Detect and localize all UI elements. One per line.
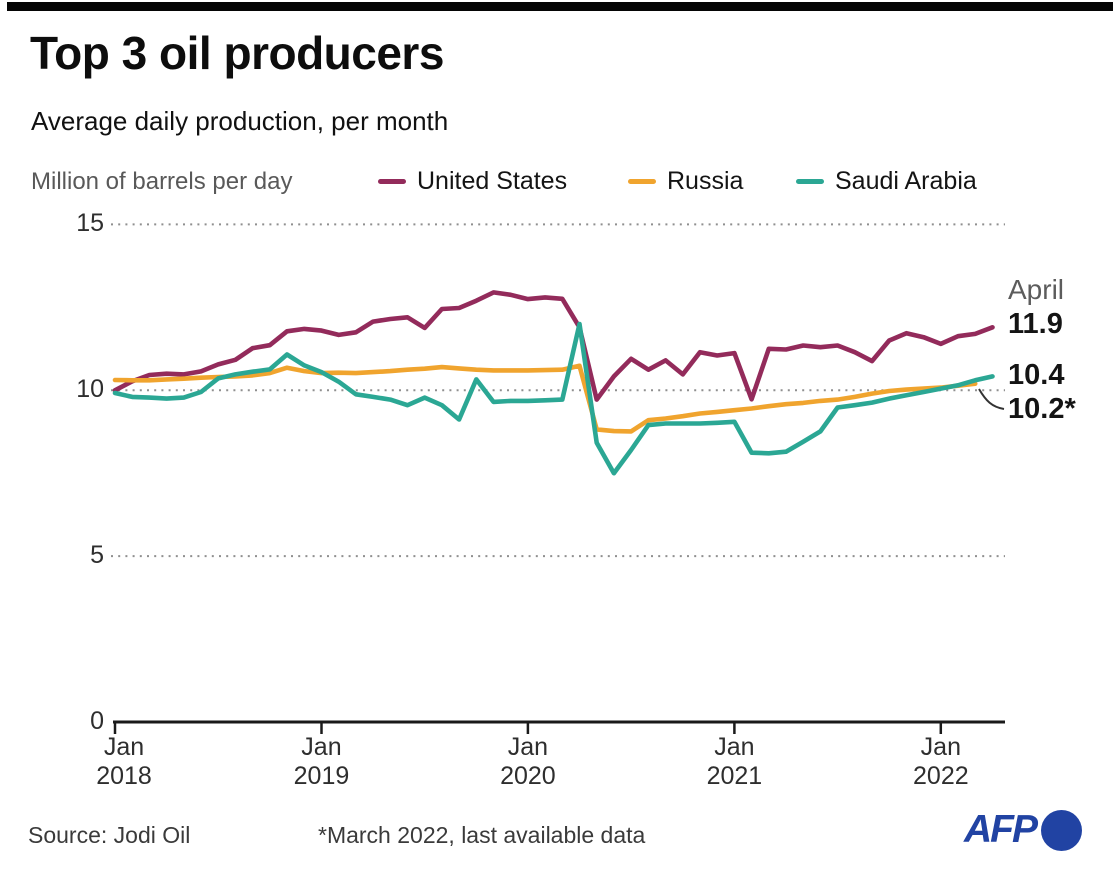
annotation-russia-value: 10.2* [1008,393,1076,425]
y-axis-unit-label: Million of barrels per day [31,168,293,195]
x-axis-label-2019: Jan 2019 [293,733,350,790]
legend-label-russia: Russia [667,166,744,195]
legend-swatch-saudi-arabia-icon [796,178,824,184]
y-axis-label-15: 15 [76,209,104,238]
footnote: *March 2022, last available data [318,822,646,848]
series-line-russia [112,363,978,434]
series-line-united-states [112,290,995,402]
afp-logo: AFP [964,808,1082,852]
legend-item-saudi-arabia: Saudi Arabia [796,166,977,196]
legend-label-united-states: United States [417,166,568,195]
y-axis-label-5: 5 [90,541,104,570]
x-axis-label-2020: Jan 2020 [500,733,556,790]
x-axis-label-2022: Jan 2022 [913,733,969,790]
series-line-saudi-arabia [112,321,995,476]
source-credit: Source: Jodi Oil [28,822,191,848]
legend-item-united-states: United States [378,166,567,196]
legend-swatch-united-states-icon [378,178,406,184]
annotation-saudi-value: 10.4 [1008,359,1065,391]
legend-label-saudi-arabia: Saudi Arabia [835,166,977,195]
top-bar [7,2,1113,11]
afp-logo-circle-icon [1041,809,1082,851]
page-subtitle: Average daily production, per month [31,106,449,136]
afp-logo-text: AFP [964,808,1038,851]
legend-swatch-russia-icon [628,178,656,184]
legend-item-russia: Russia [628,166,743,196]
x-axis-label-2021: Jan 2021 [706,733,763,790]
russia-callout-connector [978,388,1005,410]
y-axis-label-0: 0 [90,707,104,735]
annotation-month-label: April [1008,274,1065,305]
x-axis-label-2018: Jan 2018 [96,733,152,790]
y-axis-label-10: 10 [76,375,104,404]
annotation-us-value: 11.9 [1008,308,1063,340]
page-title: Top 3 oil producers [30,27,444,79]
